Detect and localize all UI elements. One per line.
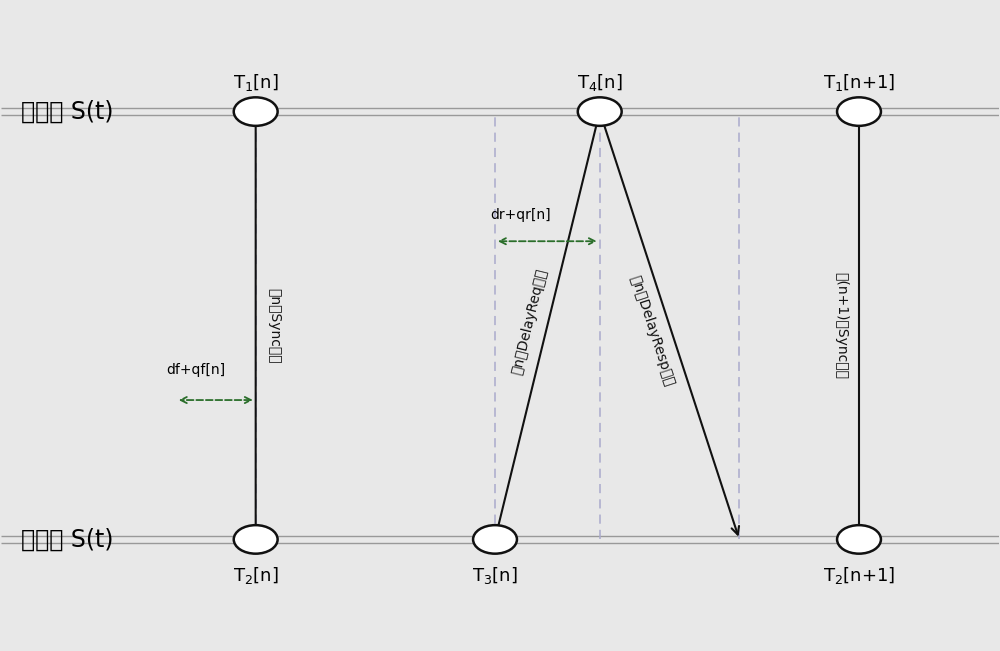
Circle shape (234, 98, 278, 126)
Circle shape (578, 98, 622, 126)
Circle shape (234, 525, 278, 553)
Text: 从时钟 S(t): 从时钟 S(t) (21, 527, 114, 551)
Text: T$_{3}$[n]: T$_{3}$[n] (472, 564, 518, 585)
Text: T$_{1}$[n+1]: T$_{1}$[n+1] (823, 72, 895, 93)
Text: T$_{4}$[n]: T$_{4}$[n] (577, 72, 623, 93)
Circle shape (473, 525, 517, 553)
Text: 第n个Sync报文: 第n个Sync报文 (267, 288, 281, 363)
Text: T$_{1}$[n]: T$_{1}$[n] (233, 72, 278, 93)
Text: 主时钟 S(t): 主时钟 S(t) (21, 100, 114, 124)
Text: T$_{2}$[n+1]: T$_{2}$[n+1] (823, 564, 895, 585)
Text: 第(n+1)个Sync报文: 第(n+1)个Sync报文 (834, 272, 848, 379)
Text: T$_{2}$[n]: T$_{2}$[n] (233, 564, 278, 585)
Text: 第n个DelayResp报文: 第n个DelayResp报文 (628, 274, 677, 388)
Circle shape (837, 525, 881, 553)
Circle shape (837, 98, 881, 126)
Text: 第n个DelayReq报文: 第n个DelayReq报文 (510, 267, 549, 376)
Text: dr+qr[n]: dr+qr[n] (490, 208, 551, 222)
Text: df+qf[n]: df+qf[n] (166, 363, 225, 378)
